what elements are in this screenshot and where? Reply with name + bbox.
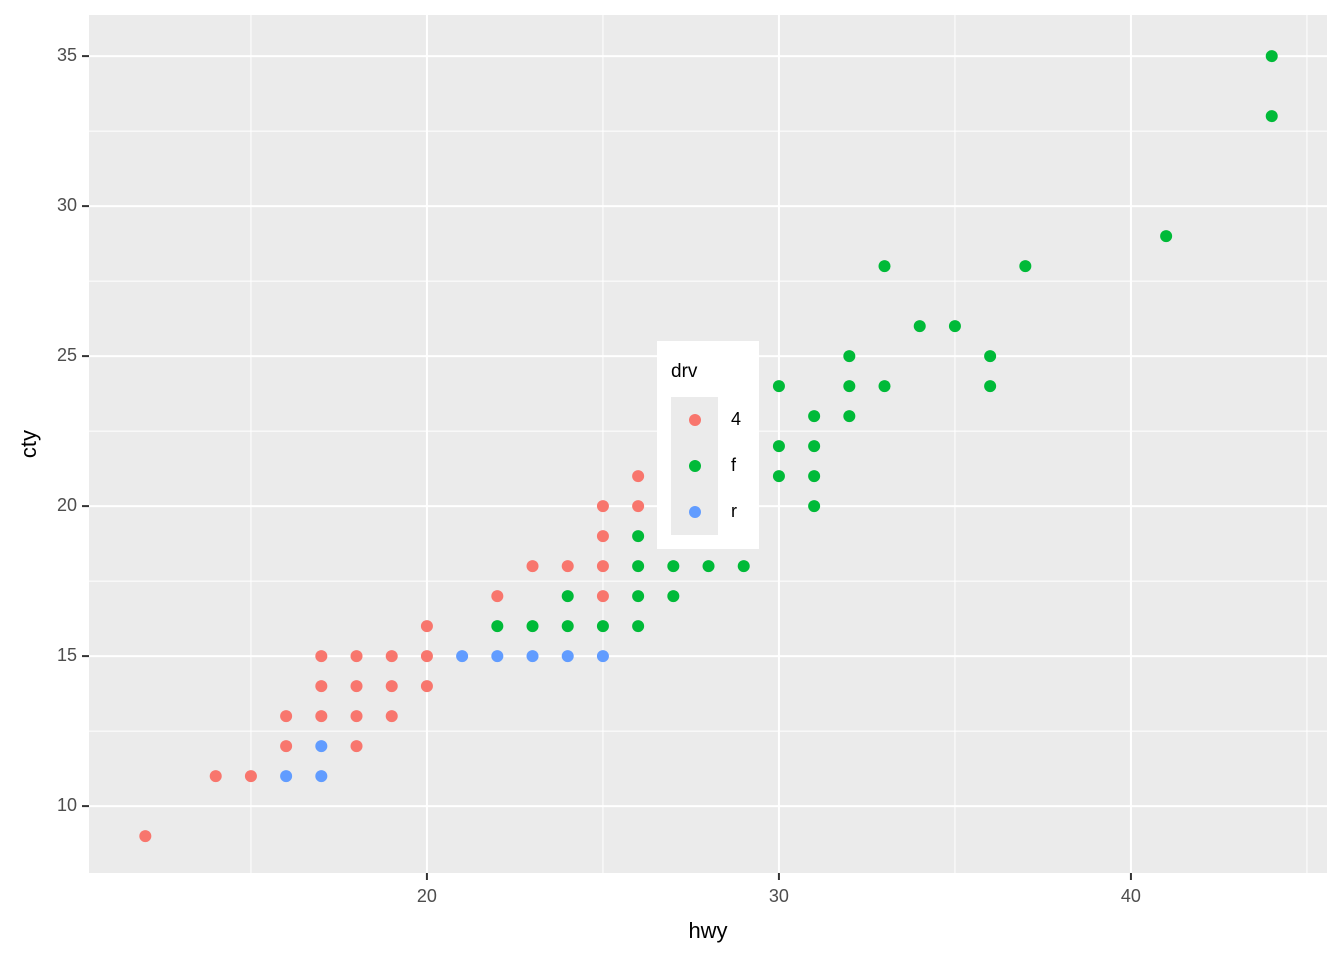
point: [491, 590, 504, 603]
point: [420, 680, 433, 693]
point: [280, 710, 293, 723]
point: [702, 560, 715, 573]
y-tick-label: 25: [57, 345, 77, 365]
point: [420, 650, 433, 663]
point: [632, 590, 645, 603]
point: [808, 410, 821, 423]
y-tick-label: 30: [57, 195, 77, 215]
point: [632, 560, 645, 573]
legend-label: f: [731, 455, 737, 475]
point: [596, 590, 609, 603]
point: [315, 680, 328, 693]
point: [878, 380, 891, 393]
point: [280, 770, 293, 783]
legend-title: drv: [671, 361, 698, 382]
point: [596, 620, 609, 633]
point: [808, 440, 821, 453]
legend-symbol: [689, 414, 701, 426]
point: [772, 440, 785, 453]
legend-symbol: [689, 506, 701, 518]
point: [808, 500, 821, 513]
legend-label: r: [731, 501, 737, 521]
point: [596, 650, 609, 663]
x-tick-label: 40: [1121, 886, 1141, 906]
point: [737, 560, 750, 573]
point: [385, 710, 398, 723]
point: [280, 740, 293, 753]
point: [843, 350, 856, 363]
point: [315, 650, 328, 663]
point: [878, 260, 891, 273]
point: [350, 650, 363, 663]
point: [526, 650, 539, 663]
point: [139, 830, 152, 843]
x-axis-title: hwy: [688, 918, 727, 943]
point: [561, 560, 574, 573]
point: [315, 770, 328, 783]
legend-label: 4: [731, 409, 741, 429]
point: [667, 560, 680, 573]
point: [456, 650, 469, 663]
point: [420, 620, 433, 633]
point: [843, 410, 856, 423]
point: [1265, 50, 1278, 63]
y-tick-label: 35: [57, 45, 77, 65]
x-tick-label: 20: [417, 886, 437, 906]
point: [596, 500, 609, 513]
point: [1160, 230, 1173, 243]
point: [350, 680, 363, 693]
point: [561, 590, 574, 603]
point: [632, 530, 645, 543]
point: [984, 380, 997, 393]
point: [385, 650, 398, 663]
point: [843, 380, 856, 393]
point: [526, 560, 539, 573]
point: [632, 500, 645, 513]
point: [948, 320, 961, 333]
point: [632, 470, 645, 483]
point: [596, 560, 609, 573]
point: [491, 650, 504, 663]
y-tick-label: 10: [57, 795, 77, 815]
point: [491, 620, 504, 633]
point: [1265, 110, 1278, 123]
point: [561, 620, 574, 633]
point: [561, 650, 574, 663]
point: [667, 590, 680, 603]
point: [385, 680, 398, 693]
point: [913, 320, 926, 333]
x-tick-label: 30: [769, 886, 789, 906]
point: [315, 740, 328, 753]
point: [350, 710, 363, 723]
point: [315, 710, 328, 723]
point: [1019, 260, 1032, 273]
y-axis-title: cty: [16, 430, 41, 458]
y-tick-label: 15: [57, 645, 77, 665]
point: [632, 620, 645, 633]
point: [526, 620, 539, 633]
point: [808, 470, 821, 483]
point: [596, 530, 609, 543]
point: [772, 470, 785, 483]
point: [244, 770, 257, 783]
legend-symbol: [689, 460, 701, 472]
y-tick-label: 20: [57, 495, 77, 515]
point: [772, 380, 785, 393]
point: [984, 350, 997, 363]
point: [209, 770, 222, 783]
point: [350, 740, 363, 753]
